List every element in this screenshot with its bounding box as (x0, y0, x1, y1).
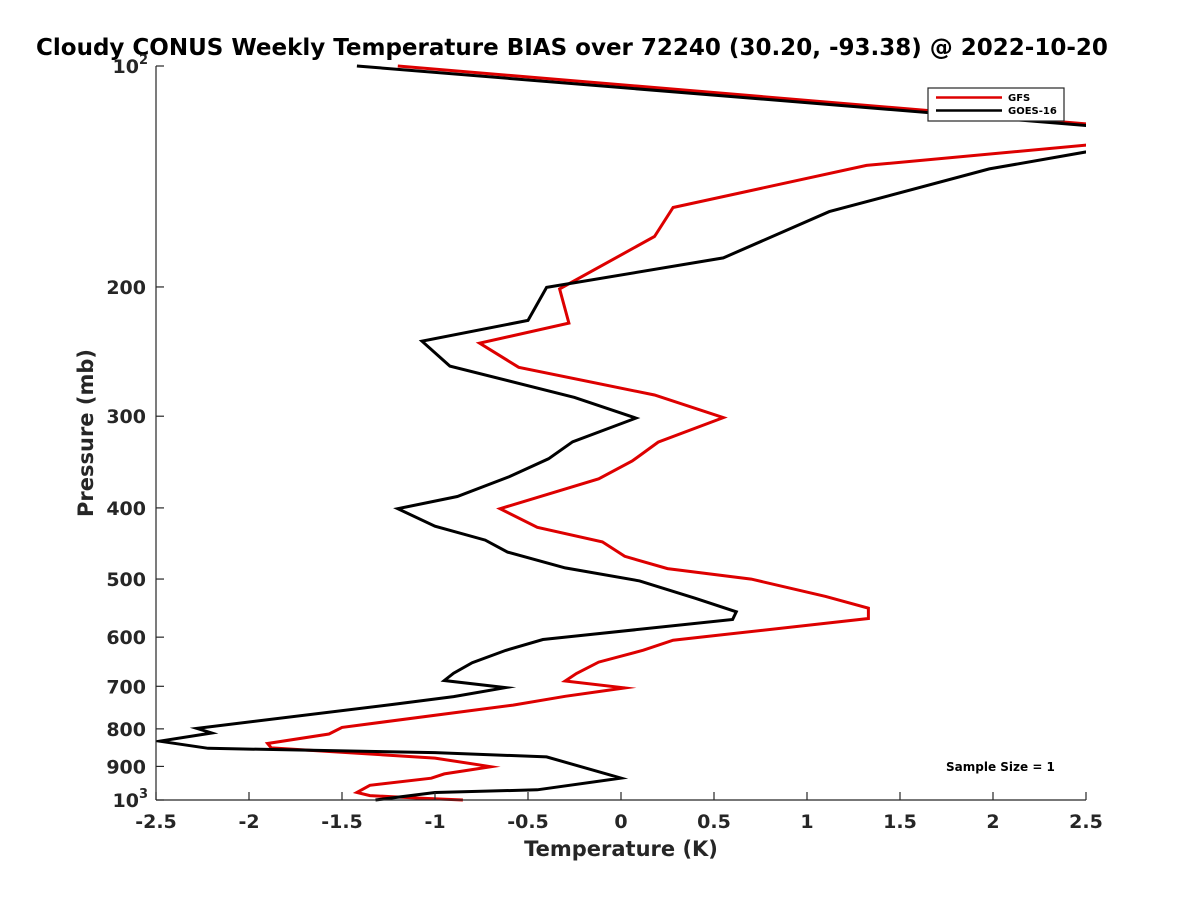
x-tick-label: 0 (614, 811, 627, 833)
x-tick-label: 0.5 (697, 811, 731, 833)
legend: GFS GOES-16 (927, 87, 1065, 122)
x-tick-label: 1.5 (883, 811, 917, 833)
x-tick-label: -1 (424, 811, 445, 833)
x-tick-label: -1.5 (321, 811, 363, 833)
y-tick-label: 400 (106, 498, 146, 520)
y-tick-label: 600 (106, 627, 146, 649)
y-tick-label: 900 (106, 756, 146, 778)
x-ticks: -2.5 -2 -1.5 -1 -0.5 0 0.5 1 1.5 2 2.5 (135, 792, 1103, 833)
x-axis-label: Temperature (K) (524, 837, 718, 861)
legend-box (927, 87, 1065, 122)
legend-label-gfs: GFS (1008, 93, 1030, 104)
y-tick-label: 200 (106, 277, 146, 299)
x-tick-label: 1 (800, 811, 813, 833)
y-tick-label: 700 (106, 676, 146, 698)
x-tick-label: 2.5 (1069, 811, 1103, 833)
series-group (156, 64, 1086, 802)
y-tick-label: 103 (113, 787, 149, 812)
y-axis-label: Pressure (mb) (74, 349, 98, 517)
x-tick-label: 2 (986, 811, 999, 833)
x-tick-label: -2.5 (135, 811, 177, 833)
y-tick-label: 800 (106, 719, 146, 741)
chart-title: Cloudy CONUS Weekly Temperature BIAS ove… (36, 35, 1108, 61)
y-tick-label: 300 (106, 406, 146, 428)
sample-size-annotation: Sample Size = 1 (946, 760, 1055, 774)
y-tick-label: 102 (113, 53, 149, 78)
x-tick-label: -2 (238, 811, 259, 833)
y-ticks: 102 200 300 400 500 600 700 800 900 103 (106, 53, 164, 812)
legend-label-goes16: GOES-16 (1008, 106, 1057, 117)
series-line-gfs (264, 64, 1086, 802)
y-tick-label: 500 (106, 569, 146, 591)
series-line-goes16 (156, 64, 1086, 802)
x-tick-label: -0.5 (507, 811, 549, 833)
